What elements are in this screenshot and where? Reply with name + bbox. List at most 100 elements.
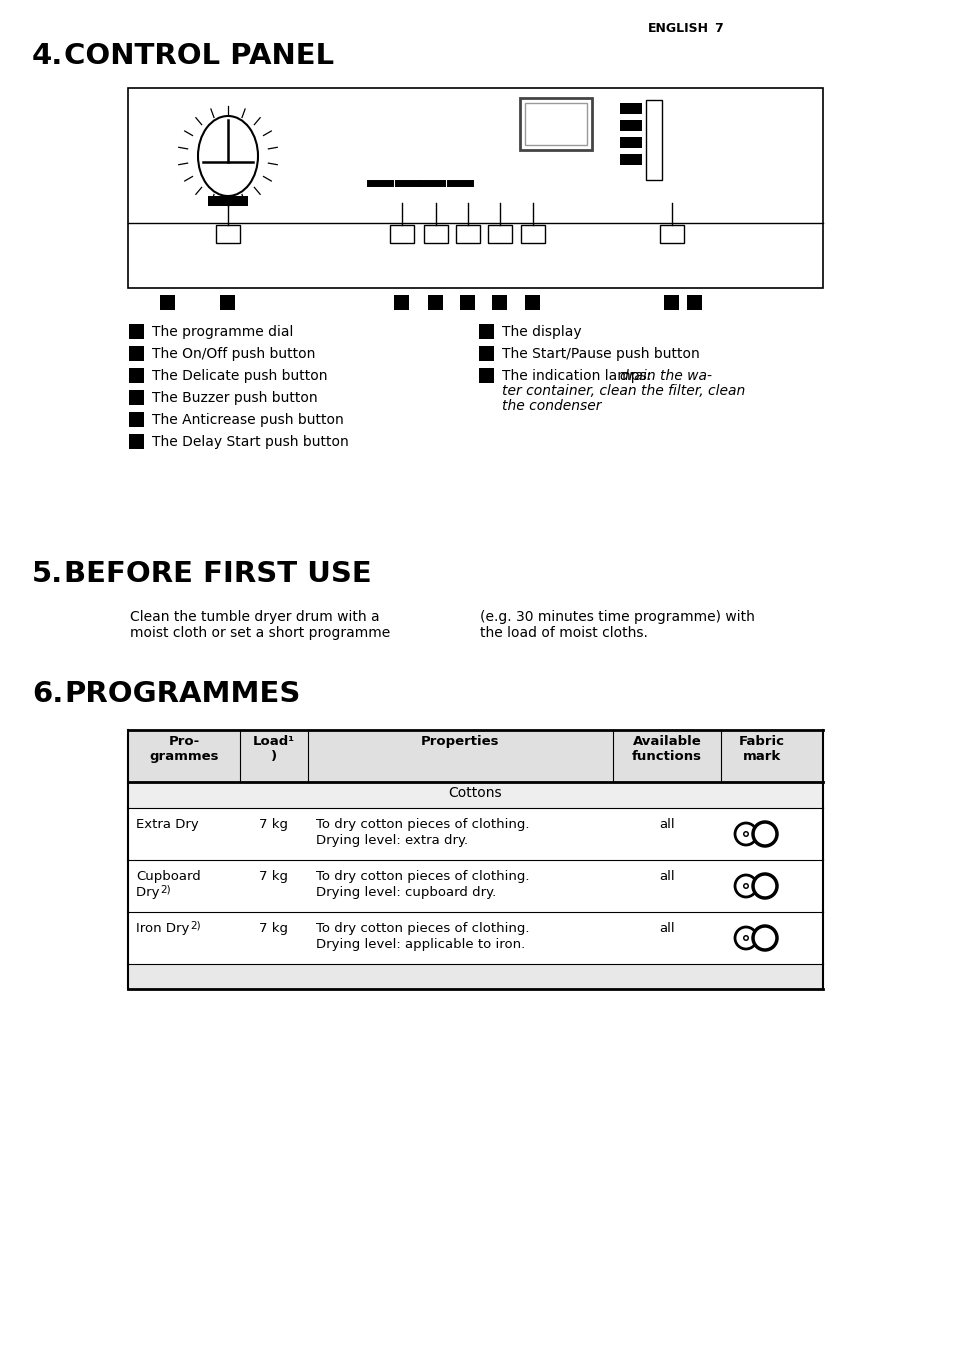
Text: The display: The display (501, 324, 581, 339)
Text: The indication lamps:: The indication lamps: (501, 369, 655, 383)
Text: 7 kg: 7 kg (259, 922, 288, 936)
Bar (130, 411, 144, 426)
Text: 9: 9 (483, 370, 490, 380)
Circle shape (742, 936, 748, 941)
Text: CONTROL PANEL: CONTROL PANEL (64, 42, 334, 70)
Bar (479, 323, 494, 338)
Text: To dry cotton pieces of clothing.: To dry cotton pieces of clothing. (315, 869, 529, 883)
Circle shape (743, 937, 747, 940)
Bar (460, 295, 475, 310)
Bar (130, 346, 144, 361)
Text: BEFORE FIRST USE: BEFORE FIRST USE (64, 560, 372, 588)
Text: ter container, clean the filter, clean: ter container, clean the filter, clean (501, 384, 744, 397)
Bar (619, 120, 641, 131)
Bar (428, 295, 443, 310)
Text: 7 kg: 7 kg (259, 818, 288, 831)
Bar (645, 100, 661, 180)
Text: Extra Dry: Extra Dry (136, 818, 198, 831)
Bar (664, 295, 679, 310)
Bar (395, 295, 409, 310)
Bar (423, 224, 448, 243)
Text: Drying level: extra dry.: Drying level: extra dry. (315, 834, 468, 846)
Text: The Buzzer push button: The Buzzer push button (152, 391, 317, 406)
Text: Pro-
grammes: Pro- grammes (149, 735, 218, 763)
Bar (492, 295, 507, 310)
Bar (130, 368, 144, 383)
Bar (619, 103, 641, 114)
Bar (128, 964, 822, 990)
Text: (e.g. 30 minutes time programme) with
the load of moist cloths.: (e.g. 30 minutes time programme) with th… (479, 610, 754, 641)
Text: Cupboard: Cupboard (136, 869, 200, 883)
Circle shape (752, 822, 776, 846)
Text: 5: 5 (133, 414, 140, 425)
Text: all: all (659, 818, 674, 831)
Bar (130, 389, 144, 404)
Bar (130, 323, 144, 338)
Text: The Start/Pause push button: The Start/Pause push button (501, 347, 699, 361)
Text: Clean the tumble dryer drum with a
moist cloth or set a short programme: Clean the tumble dryer drum with a moist… (130, 610, 390, 641)
Text: 4: 4 (432, 297, 439, 307)
Text: 5: 5 (464, 297, 471, 307)
Text: The On/Off push button: The On/Off push button (152, 347, 315, 361)
Bar (479, 346, 494, 361)
Text: all: all (659, 869, 674, 883)
Text: ENGLISH: ENGLISH (647, 22, 708, 35)
Circle shape (743, 833, 747, 836)
Bar (619, 154, 641, 165)
Text: Fabric
mark: Fabric mark (739, 735, 784, 763)
Text: The Delicate push button: The Delicate push button (152, 369, 327, 383)
Text: 2): 2) (190, 919, 200, 930)
Text: Dry: Dry (136, 886, 164, 899)
Bar (128, 730, 822, 781)
Bar (128, 860, 822, 913)
Text: 3: 3 (398, 297, 405, 307)
Ellipse shape (198, 116, 257, 196)
Bar (456, 224, 479, 243)
Text: 5.: 5. (32, 560, 63, 588)
Text: 7 kg: 7 kg (259, 869, 288, 883)
Bar (160, 295, 175, 310)
Circle shape (742, 883, 748, 890)
Text: 7: 7 (529, 297, 537, 307)
Circle shape (742, 831, 748, 837)
Text: 6: 6 (496, 297, 503, 307)
Text: Iron Dry: Iron Dry (136, 922, 193, 936)
Bar (687, 295, 701, 310)
Bar (128, 781, 822, 808)
Bar (519, 97, 592, 150)
Text: Cottons: Cottons (448, 786, 502, 800)
Text: 7: 7 (713, 22, 722, 35)
Bar (479, 368, 494, 383)
Text: The Anticrease push button: The Anticrease push button (152, 412, 343, 427)
Text: To dry cotton pieces of clothing.: To dry cotton pieces of clothing. (315, 922, 529, 936)
Circle shape (734, 927, 757, 949)
Bar (619, 137, 641, 147)
Text: 6: 6 (133, 435, 140, 446)
Bar (128, 913, 822, 964)
Bar (520, 224, 544, 243)
Text: 1: 1 (164, 297, 172, 307)
Bar (128, 808, 822, 860)
Bar (524, 103, 586, 145)
Text: Drying level: applicable to iron.: Drying level: applicable to iron. (315, 938, 525, 950)
Text: 8: 8 (668, 297, 675, 307)
Circle shape (734, 823, 757, 845)
Text: 2): 2) (160, 884, 171, 894)
Text: 4: 4 (133, 392, 140, 402)
Circle shape (752, 926, 776, 950)
Bar (659, 224, 683, 243)
Text: 3: 3 (133, 370, 140, 380)
Text: 6.: 6. (32, 680, 63, 708)
Text: 2: 2 (224, 297, 232, 307)
Bar (220, 295, 235, 310)
Bar (130, 434, 144, 449)
Text: 7: 7 (483, 326, 490, 337)
Bar (390, 224, 414, 243)
Text: The programme dial: The programme dial (152, 324, 294, 339)
Text: Properties: Properties (421, 735, 499, 748)
Text: 1: 1 (133, 326, 140, 337)
Text: Load¹
): Load¹ ) (253, 735, 294, 763)
Text: PROGRAMMES: PROGRAMMES (64, 680, 300, 708)
Text: all: all (659, 922, 674, 936)
Circle shape (743, 884, 747, 887)
